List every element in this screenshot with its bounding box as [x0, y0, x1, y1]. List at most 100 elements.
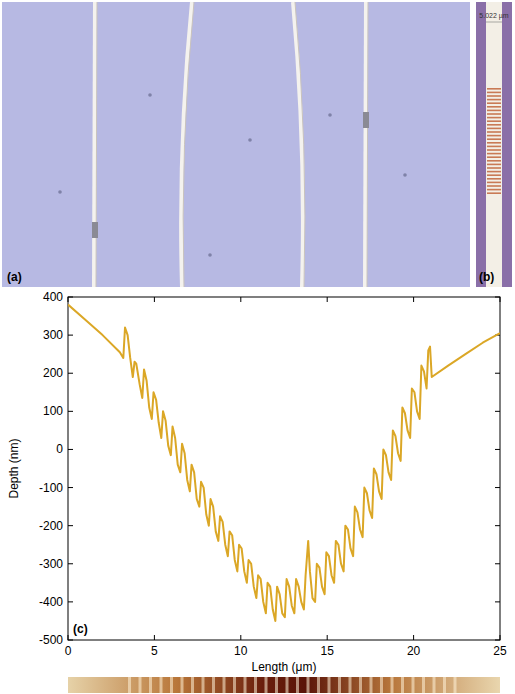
y-tick	[68, 449, 73, 450]
y-tick	[68, 297, 73, 298]
panel-label: (a)	[7, 270, 22, 284]
x-tick	[68, 297, 69, 302]
afm-image	[0, 677, 515, 693]
scale-line	[486, 22, 502, 23]
grating-tooth	[487, 106, 501, 108]
afm-ridge	[370, 677, 373, 693]
grating-tooth	[487, 117, 501, 119]
y-tick-label: -200	[39, 519, 63, 533]
panel-label: (c)	[73, 622, 88, 636]
waveguide-edge	[367, 2, 368, 287]
x-tick	[154, 635, 155, 640]
y-axis-title: Depth (nm)	[7, 438, 21, 498]
grating-tooth	[487, 160, 501, 162]
afm-ridge	[422, 677, 425, 693]
x-tick	[240, 297, 241, 302]
grating-tooth	[487, 113, 501, 115]
afm-ridge	[160, 677, 163, 693]
y-tick-label: 100	[43, 404, 63, 418]
x-tick	[240, 635, 241, 640]
afm-ridge	[254, 677, 257, 693]
y-tick	[495, 601, 500, 602]
y-tick	[495, 487, 500, 488]
grating-tooth	[487, 110, 501, 112]
afm-ridge	[349, 677, 352, 693]
y-tick	[495, 563, 500, 564]
afm-ridge	[433, 677, 436, 693]
afm-ridge	[443, 677, 446, 693]
grating-tooth	[487, 92, 501, 94]
grating-tooth	[487, 156, 501, 158]
afm-ridge	[275, 677, 278, 693]
x-tick-label: 25	[493, 644, 507, 658]
afm-ridge	[181, 677, 184, 693]
dust	[58, 190, 62, 194]
afm-ridge	[233, 677, 236, 693]
profile-line	[68, 305, 500, 621]
afm-ridge	[128, 677, 131, 693]
afm-ridge	[401, 677, 404, 693]
grating-tooth	[487, 189, 501, 191]
y-tick-label: -300	[39, 557, 63, 571]
y-tick-label: 0	[56, 442, 63, 456]
dust	[403, 173, 407, 177]
grating-tooth	[487, 192, 501, 194]
afm-ridge	[307, 677, 310, 693]
afm-ridge	[328, 677, 331, 693]
x-tick	[327, 297, 328, 302]
y-tick	[68, 525, 73, 526]
y-tick-label: -400	[39, 595, 63, 609]
x-tick	[68, 635, 69, 640]
grating-tooth	[487, 178, 501, 180]
y-tick-label: 300	[43, 328, 63, 342]
y-tick	[68, 411, 73, 412]
dust	[208, 253, 212, 257]
grating-tooth	[487, 138, 501, 140]
x-tick-label: 0	[65, 644, 72, 658]
waveguide	[293, 2, 303, 287]
grating-tooth	[487, 171, 501, 173]
y-tick	[68, 601, 73, 602]
x-tick	[413, 297, 414, 302]
y-tick	[495, 411, 500, 412]
x-axis-title: Length (μm)	[252, 660, 317, 674]
waveguide-edge	[295, 2, 305, 287]
x-tick-label: 20	[407, 644, 421, 658]
plot-frame	[68, 297, 500, 640]
y-tick	[68, 373, 73, 374]
x-tick-label: 5	[151, 644, 158, 658]
grating-tooth	[487, 120, 501, 122]
micrographs: (a)5.022 µm(b)	[0, 0, 515, 290]
afm-ridge	[317, 677, 320, 693]
y-tick	[495, 373, 500, 374]
panel-b-background	[476, 2, 512, 287]
grating	[92, 222, 98, 238]
y-tick	[495, 640, 500, 641]
afm-ridge	[338, 677, 341, 693]
grating-tooth	[487, 167, 501, 169]
y-tick	[68, 563, 73, 564]
grating-tooth	[487, 146, 501, 148]
waveguide	[94, 2, 95, 287]
grating	[363, 112, 369, 128]
panel-label: (b)	[479, 270, 494, 284]
grating-tooth	[487, 99, 501, 101]
afm-ridge	[149, 677, 152, 693]
grating-tooth	[487, 174, 501, 176]
afm-ridge	[412, 677, 415, 693]
afm-ridge	[191, 677, 194, 693]
dust	[328, 113, 332, 117]
grating-tooth	[487, 131, 501, 133]
afm-ridge	[454, 677, 457, 693]
afm-ridge	[244, 677, 247, 693]
afm-background	[68, 677, 500, 693]
afm-ridge	[139, 677, 142, 693]
afm-ridge	[359, 677, 362, 693]
waveguide	[486, 2, 502, 287]
grating-tooth	[487, 182, 501, 184]
waveguide-edge	[96, 2, 97, 287]
afm-ridge	[212, 677, 215, 693]
afm-ridge	[265, 677, 268, 693]
x-tick-label: 10	[234, 644, 248, 658]
plot-data	[68, 305, 500, 621]
